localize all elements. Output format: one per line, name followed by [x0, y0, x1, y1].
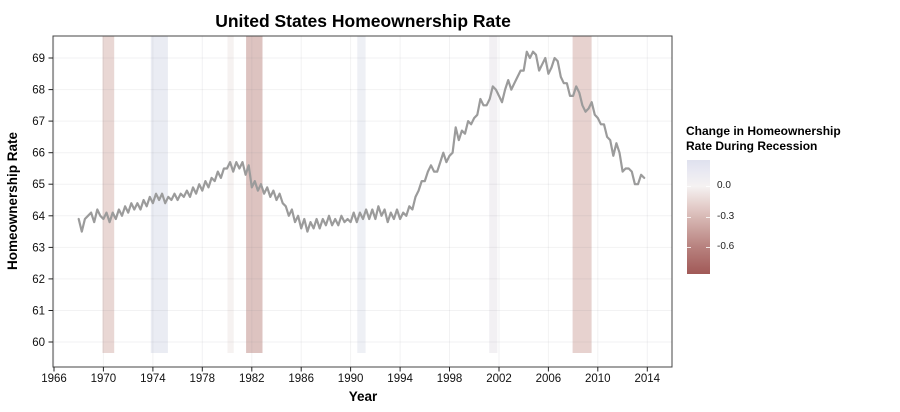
legend-tick-label: 0.0	[717, 180, 731, 192]
x-tick-label: 2010	[585, 373, 611, 385]
legend-tick-label: -0.6	[717, 240, 735, 252]
legend-title: Change in Homeownership Rate During Rece…	[686, 124, 898, 154]
recession-band	[489, 36, 498, 353]
y-tick-label: 62	[32, 274, 45, 286]
x-tick-label: 1974	[140, 373, 166, 385]
recession-band	[102, 36, 115, 353]
colorbar-tick-mark	[706, 217, 710, 218]
x-tick-label: 1998	[437, 373, 463, 385]
x-tick-label: 2002	[486, 373, 512, 385]
y-tick-label: 67	[32, 116, 45, 128]
x-tick-label: 2014	[635, 373, 661, 385]
legend-tick-label: -0.3	[717, 211, 735, 222]
series-layer	[77, 50, 646, 233]
x-tick-label: 1966	[41, 373, 67, 385]
y-tick-label: 66	[32, 148, 45, 160]
x-axis-title: Year	[349, 389, 378, 404]
colorbar-tick-mark	[706, 186, 710, 188]
y-tick-label: 64	[32, 211, 45, 223]
legend-title-line1: Change in Homeownership	[686, 124, 841, 138]
legend-colorbar	[687, 160, 710, 274]
panel-border	[52, 35, 673, 368]
y-tick-label: 69	[32, 53, 45, 65]
recession-band	[246, 36, 263, 353]
x-tick-label: 2006	[536, 373, 562, 385]
y-tick-label: 61	[32, 306, 45, 318]
x-tick-label: 1982	[239, 373, 265, 385]
recession-band	[572, 36, 592, 353]
x-tick-label: 1994	[387, 373, 413, 385]
recession-band	[227, 36, 234, 353]
y-tick-label: 60	[32, 337, 45, 349]
x-tick-label: 1978	[190, 373, 216, 385]
recession-band	[150, 36, 168, 353]
x-tick-label: 1990	[338, 373, 364, 385]
gridlines-layer	[53, 36, 672, 367]
legend-title-line2: Rate During Recession	[686, 139, 818, 153]
x-tick-label: 1986	[288, 373, 314, 385]
colorbar-tick-mark	[687, 246, 691, 248]
y-axis-title: Homeownership Rate	[5, 131, 20, 270]
x-tick-label: 1970	[91, 373, 117, 385]
colorbar-tick-mark	[687, 217, 691, 218]
colorbar-tick-mark	[687, 186, 691, 188]
y-tick-label: 63	[32, 242, 45, 254]
chart-title: United States Homeownership Rate	[215, 11, 511, 31]
y-tick-label: 65	[32, 179, 45, 191]
legend: Change in Homeownership Rate During Rece…	[686, 124, 898, 294]
y-tick-label: 68	[32, 85, 45, 97]
homeownership-rate-line	[77, 50, 646, 233]
axis-tick-labels-layer: 1966 1970 1974 1978 1982 1986 1990 1994 1998 2002…	[32, 53, 660, 385]
recession-band	[357, 36, 366, 353]
recession-bands-layer	[102, 36, 592, 353]
axis-ticks-layer	[48, 57, 648, 372]
colorbar-tick-mark	[706, 246, 710, 248]
